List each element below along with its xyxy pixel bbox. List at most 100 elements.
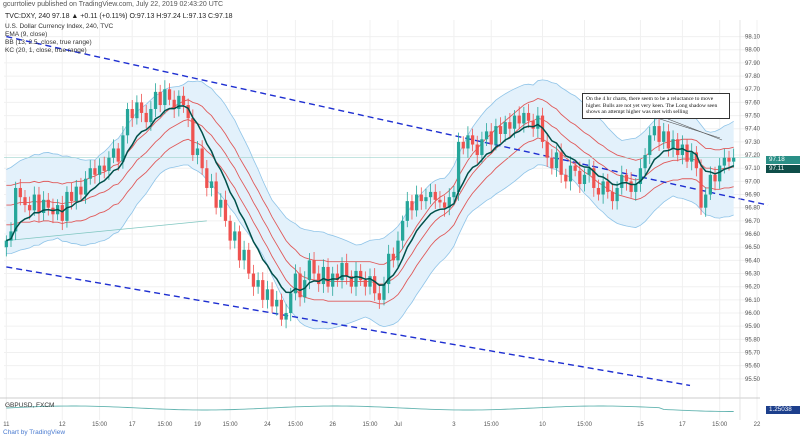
channel-lower-line: [6, 266, 691, 387]
x-tick-label: 15: [637, 422, 644, 428]
candle-body: [317, 273, 321, 285]
candle-body: [121, 135, 125, 162]
symbol-ohlc-line: TVC:DXY, 240 97.18 ▲ +0.11 (+0.11%) O:97…: [5, 13, 233, 20]
candle-body: [32, 194, 36, 211]
candle-body: [475, 144, 479, 156]
candle-body: [79, 186, 83, 195]
tradingview-footer[interactable]: Chart by TradingView: [3, 429, 66, 436]
x-tick-label: 15:00: [223, 422, 239, 428]
y-tick-label: 97.50: [745, 114, 761, 120]
candle-body: [652, 126, 657, 136]
candle-body: [312, 260, 316, 274]
candle-body: [321, 266, 326, 285]
candle-body: [484, 131, 489, 140]
candle-body: [606, 181, 610, 192]
candle-body: [41, 199, 46, 213]
x-tick-label: 24: [264, 422, 271, 428]
candle-body: [452, 191, 456, 198]
y-tick-label: 97.70: [745, 87, 761, 93]
candle-body: [582, 174, 587, 185]
candle-body: [279, 299, 284, 320]
candle-body: [531, 120, 535, 129]
candle-body: [601, 181, 605, 195]
candle-body: [517, 115, 521, 124]
candle-body: [554, 152, 559, 169]
candle-body: [596, 187, 601, 195]
y-tick-label: 96.00: [745, 311, 761, 317]
x-tick-label: 15:00: [362, 422, 378, 428]
candle-body: [270, 289, 274, 307]
candle-body: [139, 102, 144, 113]
sub-pane-label: GBPUSD, FXCM: [5, 402, 55, 409]
candle-body: [414, 194, 419, 211]
candle-body: [307, 260, 312, 281]
candle-body: [326, 266, 330, 287]
y-tick-label: 96.60: [745, 232, 761, 238]
candle-body: [526, 112, 531, 121]
x-tick-label: 12: [59, 422, 66, 428]
candle-body: [662, 131, 666, 142]
candle-body: [382, 284, 386, 300]
candle-body: [97, 165, 102, 175]
legend-bb: BB (13, 2.5, close, true range): [5, 39, 92, 46]
candle-body: [615, 187, 619, 202]
candle-body: [335, 273, 339, 281]
candle-body: [587, 168, 591, 175]
candle-body: [289, 293, 293, 314]
annotation-pointer: [667, 118, 723, 141]
candle-body: [396, 240, 400, 261]
candle-body: [638, 168, 643, 185]
y-tick-label: 98.10: [745, 35, 761, 41]
candle-body: [564, 174, 568, 182]
x-tick-label: 15:00: [484, 422, 500, 428]
candle-body: [713, 174, 717, 182]
y-tick-label: 96.40: [745, 258, 761, 264]
candle-body: [512, 115, 517, 129]
candle-body: [573, 165, 577, 171]
candle-body: [9, 231, 13, 241]
candle-body: [219, 199, 223, 208]
candle-body: [349, 276, 353, 287]
bb-lower-line: [6, 164, 734, 330]
candle-body: [489, 131, 493, 145]
candle-body: [559, 152, 563, 175]
candle-body: [228, 220, 232, 241]
y-tick-label: 96.70: [745, 219, 761, 225]
candle-body: [265, 289, 270, 300]
candle-body: [130, 108, 134, 119]
x-tick-label: 10: [539, 422, 546, 428]
candle-body: [195, 148, 200, 156]
candle-body: [167, 89, 172, 100]
indicator-legend: U.S. Dollar Currency Index, 240, TVC EMA…: [5, 23, 113, 55]
candle-body: [727, 157, 731, 162]
candle-body: [494, 126, 498, 145]
legend-ema: EMA (9, close): [5, 31, 48, 38]
annotation-callout[interactable]: On the 4 hr charts, there seem to be a r…: [582, 93, 730, 119]
candle-body: [74, 186, 78, 202]
candle-body: [461, 141, 465, 149]
candle-body: [699, 168, 703, 208]
candle-body: [690, 152, 694, 162]
candle-body: [354, 270, 358, 287]
candle-body: [732, 157, 736, 162]
candle-body: [223, 199, 228, 221]
candle-body: [685, 144, 689, 162]
x-tick-label: 11: [3, 422, 10, 428]
y-tick-label: 98.00: [745, 48, 761, 54]
x-tick-label: 17: [129, 422, 136, 428]
candle-body: [191, 118, 195, 156]
candle-body: [93, 168, 97, 175]
candle-body: [401, 220, 405, 241]
candle-body: [340, 262, 344, 281]
candle-body: [373, 276, 377, 294]
candle-body: [158, 91, 162, 106]
y-tick-label: 97.60: [745, 100, 761, 106]
candle-body: [550, 157, 554, 169]
candle-body: [498, 126, 503, 134]
candle-body: [163, 89, 167, 106]
y-tick-label: 96.50: [745, 245, 761, 251]
candle-body: [643, 155, 647, 169]
candle-body: [671, 139, 675, 149]
y-tick-label: 95.70: [745, 351, 761, 357]
